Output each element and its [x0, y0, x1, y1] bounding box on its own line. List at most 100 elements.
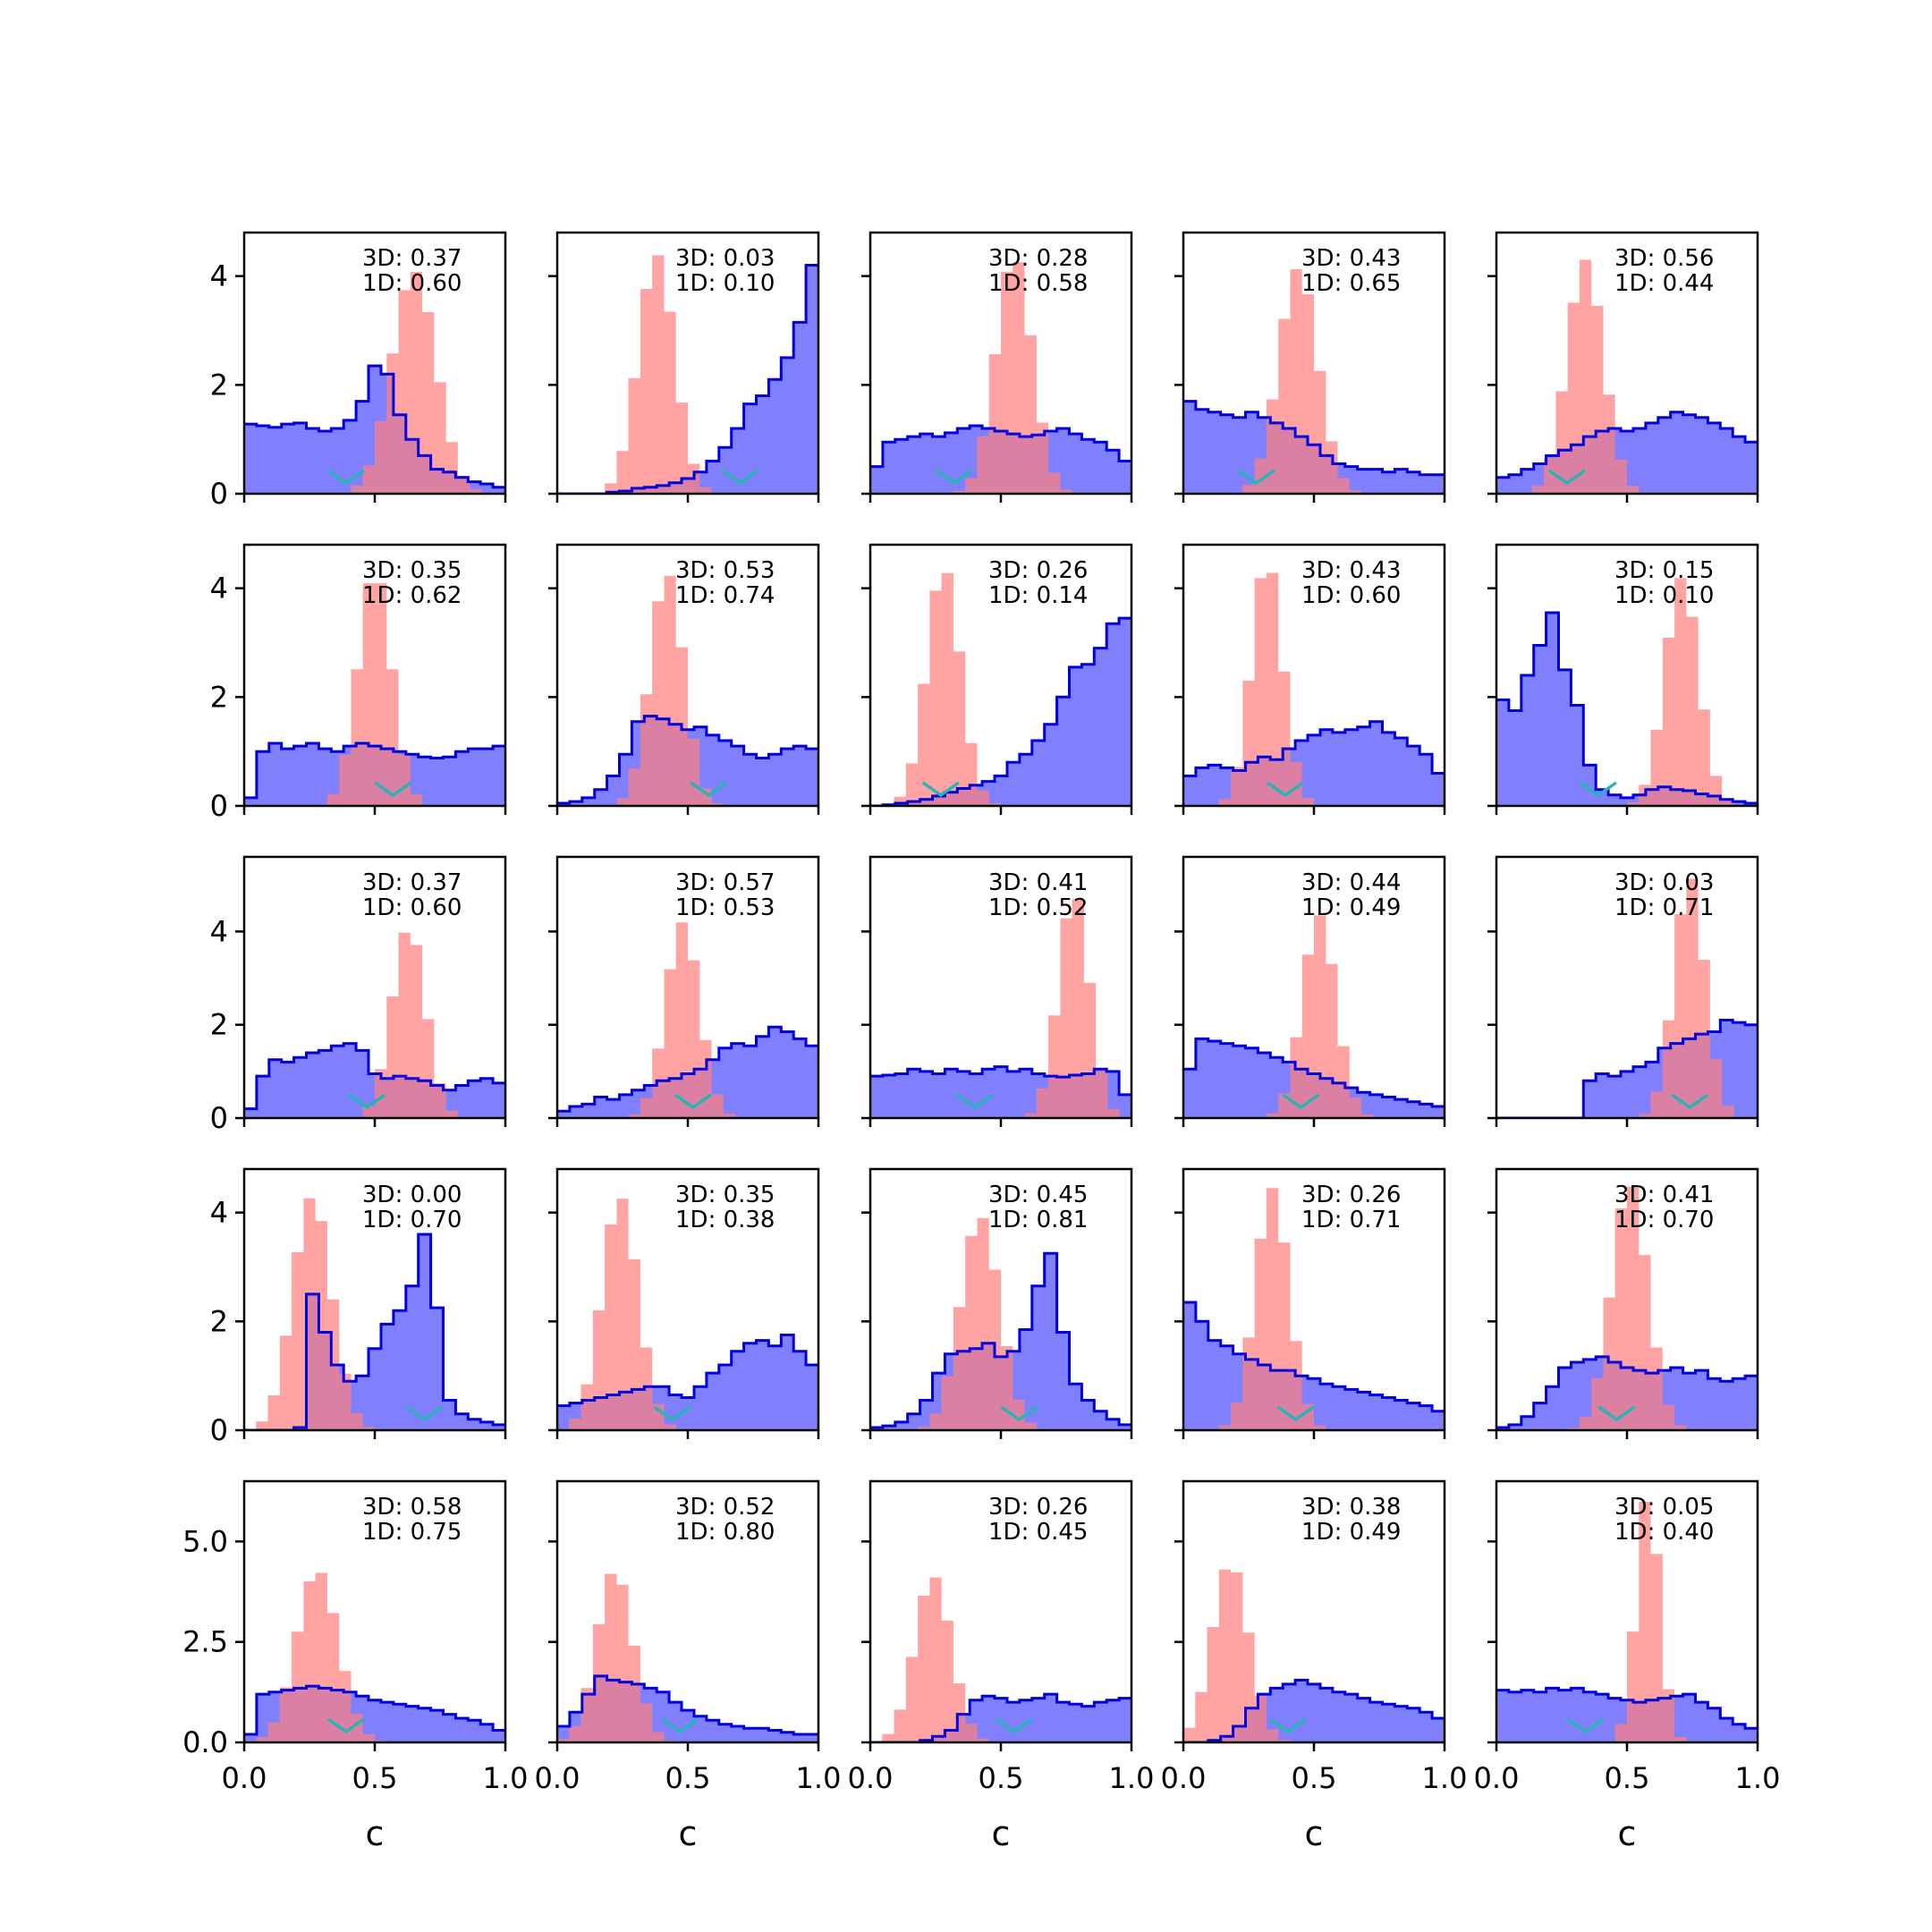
label-3d: 3D: 0.53 [675, 557, 775, 584]
blue-histogram-edge [557, 1025, 818, 1113]
blue-histogram-edge [870, 1065, 1131, 1097]
blue-histogram-fill [557, 265, 818, 494]
label-1d: 1D: 0.75 [362, 1519, 462, 1546]
plot-area [1496, 1501, 1758, 1742]
plot-area [557, 255, 818, 494]
plot-area [870, 262, 1131, 494]
x-tick-label: 1.0 [1422, 1761, 1468, 1795]
label-3d: 3D: 0.35 [675, 1182, 775, 1208]
y-tick-label: 2 [210, 1008, 228, 1042]
label-3d: 3D: 0.26 [1301, 1182, 1401, 1208]
estimate-marker [1671, 1093, 1709, 1110]
label-3d: 3D: 0.26 [988, 557, 1088, 584]
plot-area [557, 1199, 818, 1430]
blue-histogram-fill [870, 618, 1131, 806]
y-tick-label: 4 [210, 914, 228, 948]
red-histogram [870, 1217, 1131, 1430]
label-1d: 1D: 0.71 [1301, 1207, 1401, 1233]
blue-histogram-edge [244, 741, 505, 800]
blue-histogram-edge [244, 1684, 505, 1736]
label-1d: 1D: 0.49 [1301, 894, 1401, 921]
blue-histogram-edge [244, 1233, 505, 1430]
red-histogram [557, 1199, 818, 1430]
red-histogram [244, 583, 505, 806]
blue-histogram-edge [244, 364, 505, 489]
plot-area [1183, 269, 1445, 494]
estimate-marker [1268, 1717, 1307, 1734]
label-1d: 1D: 0.58 [988, 270, 1088, 297]
blue-histogram-edge [1496, 1686, 1758, 1730]
label-3d: 3D: 0.45 [988, 1182, 1088, 1208]
estimate-marker [1000, 1405, 1038, 1422]
plot-area [1496, 578, 1758, 806]
plot-area [244, 272, 505, 494]
red-histogram [870, 899, 1131, 1118]
red-histogram [1496, 878, 1758, 1118]
red-histogram [557, 255, 818, 494]
blue-histogram-edge [1183, 1037, 1445, 1108]
blue-histogram-edge [1183, 720, 1445, 777]
red-histogram [870, 1577, 1131, 1742]
label-3d: 3D: 0.37 [362, 245, 462, 272]
x-tick-label: 0.5 [979, 1761, 1024, 1795]
y-tick-label: 0 [210, 1101, 228, 1135]
estimate-marker [1282, 1093, 1320, 1110]
y-tick-label: 5.0 [182, 1524, 228, 1558]
label-3d: 3D: 0.43 [1301, 245, 1401, 272]
label-3d: 3D: 0.05 [1614, 1494, 1714, 1521]
estimate-marker [1597, 1405, 1636, 1422]
x-tick-label: 1.0 [1735, 1761, 1781, 1795]
label-1d: 1D: 0.40 [1614, 1519, 1714, 1546]
label-3d: 3D: 0.26 [988, 1494, 1088, 1521]
red-histogram [1496, 1501, 1758, 1742]
blue-histogram-edge [1496, 1019, 1758, 1118]
label-3d: 3D: 0.03 [1614, 869, 1714, 896]
x-tick-label: 0.0 [1474, 1761, 1520, 1795]
label-1d: 1D: 0.53 [675, 894, 775, 921]
blue-histogram-edge [1496, 611, 1758, 805]
blue-histogram-edge [870, 1692, 1131, 1742]
plot-area [870, 1217, 1131, 1430]
blue-histogram-edge [557, 1674, 818, 1736]
red-histogram [1183, 572, 1445, 806]
estimate-marker [1237, 469, 1275, 486]
blue-histogram-fill [1496, 613, 1758, 806]
y-tick-label: 0.0 [182, 1725, 228, 1759]
x-tick-label: 0.5 [665, 1761, 711, 1795]
red-histogram [870, 262, 1131, 494]
label-3d: 3D: 0.52 [675, 1494, 775, 1521]
x-axis-label: c [366, 1814, 385, 1853]
label-1d: 1D: 0.49 [1301, 1519, 1401, 1546]
red-histogram [244, 1198, 505, 1430]
y-tick-label: 0 [210, 1413, 228, 1447]
label-3d: 3D: 0.58 [362, 1494, 462, 1521]
blue-histogram-edge [870, 1251, 1131, 1429]
estimate-marker [955, 1093, 994, 1110]
plot-area [1183, 915, 1445, 1118]
estimate-marker [653, 1405, 691, 1422]
y-tick-label: 2 [210, 680, 228, 714]
plot-area [1183, 1188, 1445, 1430]
label-3d: 3D: 0.41 [1614, 1182, 1714, 1208]
blue-histogram-edge [244, 1042, 505, 1111]
label-1d: 1D: 0.44 [1614, 270, 1714, 297]
estimate-marker [1547, 469, 1586, 486]
label-1d: 1D: 0.52 [988, 894, 1088, 921]
label-1d: 1D: 0.70 [1614, 1207, 1714, 1233]
blue-histogram-edge [1183, 1678, 1445, 1742]
estimate-marker [1276, 1405, 1315, 1422]
